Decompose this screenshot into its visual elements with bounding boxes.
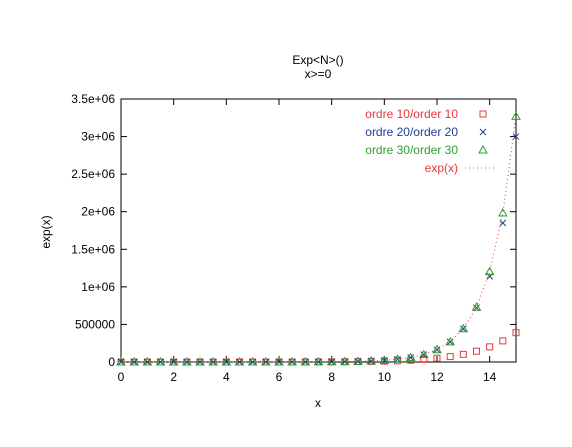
data-point — [249, 358, 257, 366]
data-point — [367, 357, 375, 365]
data-point — [157, 358, 164, 366]
data-point — [155, 356, 166, 366]
data-point — [195, 356, 205, 366]
data-point — [168, 356, 179, 366]
data-point — [497, 208, 508, 217]
data-point — [353, 356, 363, 365]
data-point — [130, 358, 138, 366]
data-point — [407, 354, 415, 361]
y-tick-label: 1e+06 — [81, 280, 115, 294]
legend-swatch — [479, 128, 487, 136]
data-point — [420, 355, 428, 363]
y-tick-label: 3e+06 — [81, 130, 115, 144]
data-point — [354, 358, 362, 365]
chart-subtitle: x>=0 — [305, 67, 332, 81]
data-point — [433, 354, 441, 362]
data-point — [341, 358, 349, 365]
y-tick-label: 2e+06 — [81, 205, 115, 219]
y-tick-label: 500000 — [75, 317, 115, 331]
x-tick-label: 14 — [483, 370, 497, 384]
x-tick-label: 2 — [170, 370, 177, 384]
data-point — [129, 356, 140, 366]
series-2 — [117, 133, 520, 366]
data-point — [512, 329, 520, 337]
data-point — [143, 358, 151, 366]
y-tick-label: 2.5e+06 — [71, 167, 115, 181]
data-point — [473, 347, 480, 355]
data-point — [418, 349, 429, 359]
data-point — [459, 350, 467, 358]
data-point — [433, 346, 441, 354]
data-point — [486, 343, 494, 351]
data-point — [511, 111, 521, 120]
legend-label: exp(x) — [425, 161, 458, 175]
data-point — [183, 358, 191, 366]
data-point — [328, 358, 336, 366]
data-point — [208, 356, 219, 366]
data-point — [379, 355, 390, 364]
data-point — [222, 358, 230, 366]
exp-curve-line — [120, 116, 517, 363]
data-point — [300, 356, 311, 366]
data-point — [221, 356, 232, 366]
data-point — [236, 358, 243, 366]
legend-label: ordre 20/order 20 — [365, 125, 458, 139]
series-1 — [117, 329, 520, 366]
data-point — [313, 356, 324, 366]
chart-title: Exp<N>() — [292, 53, 343, 67]
series-layer — [116, 111, 521, 366]
data-point — [420, 351, 428, 358]
data-point — [275, 358, 283, 366]
data-point — [445, 336, 456, 346]
data-point — [392, 354, 403, 363]
x-tick-label: 10 — [378, 370, 392, 384]
data-point — [458, 323, 469, 333]
data-point — [315, 358, 322, 366]
x-tick-label: 8 — [328, 370, 335, 384]
data-point — [405, 352, 416, 362]
data-point — [499, 337, 507, 345]
data-point — [196, 358, 204, 366]
x-axis: 0 2 4 6 8 10 12 14 — [118, 99, 497, 384]
data-point — [260, 356, 271, 366]
legend-swatch — [479, 110, 487, 118]
legend-label: ordre 30/order 30 — [365, 143, 458, 157]
x-axis-label: x — [315, 396, 321, 410]
data-point — [247, 356, 258, 366]
data-point — [446, 353, 454, 361]
data-point — [287, 356, 298, 366]
x-tick-label: 12 — [430, 370, 444, 384]
y-tick-label: 1.5e+06 — [71, 242, 115, 256]
data-point — [432, 344, 442, 354]
data-point — [380, 356, 388, 364]
data-point — [499, 219, 507, 227]
x-tick-label: 0 — [118, 370, 125, 384]
data-point — [339, 356, 350, 366]
series-4 — [120, 116, 517, 363]
y-axis-label: exp(x) — [39, 215, 53, 248]
legend-swatch — [478, 144, 488, 154]
y-axis: 0 500000 1e+06 1.5e+06 2e+06 2.5e+06 3e+06 3.5e… — [71, 92, 516, 369]
data-point — [116, 356, 126, 366]
legend-label: ordre 10/order 10 — [365, 107, 458, 121]
data-point — [484, 266, 495, 276]
data-point — [512, 133, 520, 140]
y-tick-label: 0 — [108, 355, 115, 369]
data-point — [471, 302, 482, 311]
series-3 — [116, 111, 521, 366]
x-tick-label: 6 — [276, 370, 283, 384]
legend: ordre 10/order 10 ordre 20/order 20 ordre … — [365, 107, 495, 175]
x-tick-label: 4 — [223, 370, 230, 384]
y-tick-label: 3.5e+06 — [71, 92, 115, 106]
data-point — [181, 356, 192, 366]
data-point — [288, 358, 296, 366]
